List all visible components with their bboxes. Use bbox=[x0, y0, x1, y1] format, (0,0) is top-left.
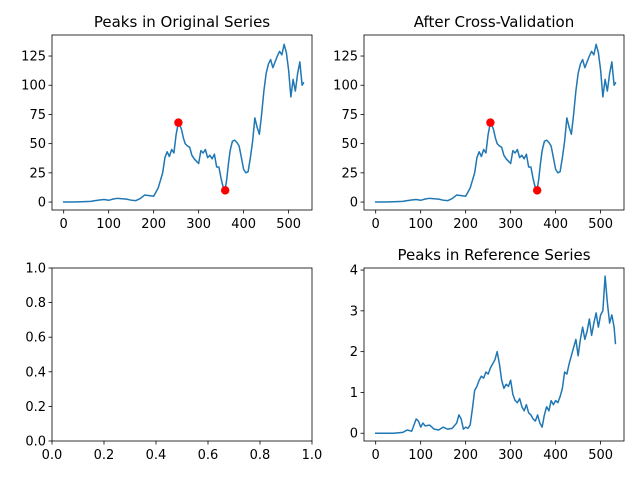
x-tick-label: 100 bbox=[96, 217, 121, 232]
chart-title: After Cross-Validation bbox=[414, 13, 575, 31]
x-tick-label: 0.6 bbox=[198, 448, 219, 463]
x-tick-label: 200 bbox=[453, 217, 478, 232]
x-tick-label: 1.0 bbox=[302, 448, 323, 463]
y-tick-label: 100 bbox=[21, 79, 46, 94]
series-line bbox=[374, 43, 617, 203]
chart-title: Peaks in Original Series bbox=[94, 13, 270, 31]
y-tick-label: 4 bbox=[350, 264, 358, 279]
y-tick-label: 0.6 bbox=[25, 331, 46, 346]
y-tick-label: 0.4 bbox=[25, 365, 46, 380]
x-tick-label: 0.2 bbox=[94, 448, 115, 463]
y-tick-label: 1 bbox=[350, 386, 358, 401]
x-tick-label: 0 bbox=[60, 217, 68, 232]
y-tick-label: 2 bbox=[350, 345, 358, 360]
y-tick-label: 50 bbox=[29, 137, 46, 152]
peak-marker bbox=[220, 186, 230, 195]
y-tick-label: 100 bbox=[333, 79, 358, 94]
y-tick-label: 0.8 bbox=[25, 296, 46, 311]
axes-frame bbox=[51, 34, 313, 211]
y-tick-label: 25 bbox=[341, 166, 358, 181]
y-tick-label: 0.0 bbox=[25, 435, 46, 450]
y-tick-label: 0 bbox=[350, 427, 358, 442]
y-tick-label: 75 bbox=[29, 108, 46, 123]
x-tick-label: 100 bbox=[408, 448, 433, 463]
y-tick-label: 125 bbox=[21, 50, 46, 65]
subplot-2: 0 100 200 300 400 500 0 25 50 75 100 125 After Cross… bbox=[333, 13, 625, 232]
x-tick-label: 300 bbox=[186, 217, 211, 232]
x-tick-label: 0 bbox=[372, 448, 380, 463]
y-tick-label: 50 bbox=[341, 137, 358, 152]
plot-area-2 bbox=[374, 43, 617, 203]
peak-marker bbox=[174, 118, 183, 127]
x-tick-label: 300 bbox=[498, 217, 523, 232]
x-tick-label: 0 bbox=[372, 217, 380, 232]
x-tick-label: 0.4 bbox=[146, 448, 167, 463]
axes-frame bbox=[363, 267, 625, 442]
y-tick-label: 25 bbox=[29, 166, 46, 181]
y-tick-label: 0 bbox=[38, 196, 46, 211]
plot-area-1 bbox=[62, 43, 305, 203]
x-tick-label: 0.0 bbox=[42, 448, 63, 463]
y-tick-label: 125 bbox=[333, 50, 358, 65]
peak-marker bbox=[486, 118, 495, 127]
series-line bbox=[374, 275, 617, 434]
y-tick-label: 1.0 bbox=[25, 262, 46, 277]
peak-marker bbox=[532, 186, 542, 195]
axes-frame bbox=[51, 267, 313, 442]
y-tick-label: 3 bbox=[350, 304, 358, 319]
axes-frame bbox=[363, 34, 625, 211]
x-tick-label: 200 bbox=[453, 448, 478, 463]
x-tick-label: 400 bbox=[231, 217, 256, 232]
y-tick-label: 0.2 bbox=[25, 400, 46, 415]
chart-title: Peaks in Reference Series bbox=[397, 246, 590, 264]
subplot-4: 0 100 200 300 400 500 0 1 2 3 4 Peaks in Reference … bbox=[350, 246, 625, 463]
y-tick-label: 75 bbox=[341, 108, 358, 123]
x-tick-label: 500 bbox=[276, 217, 301, 232]
x-tick-label: 400 bbox=[543, 217, 568, 232]
x-tick-label: 0.8 bbox=[250, 448, 271, 463]
x-tick-label: 500 bbox=[588, 217, 613, 232]
x-tick-label: 500 bbox=[588, 448, 613, 463]
x-tick-label: 400 bbox=[543, 448, 568, 463]
y-tick-label: 0 bbox=[350, 196, 358, 211]
plot-area-4 bbox=[374, 275, 617, 434]
x-tick-label: 300 bbox=[498, 448, 523, 463]
subplot-1: 0 100 200 300 400 500 0 25 50 75 100 125 Peaks in Or… bbox=[21, 13, 313, 232]
x-tick-label: 200 bbox=[141, 217, 166, 232]
series-line bbox=[62, 43, 305, 203]
x-tick-label: 100 bbox=[408, 217, 433, 232]
subplot-3: 0.0 0.2 0.4 0.6 0.8 1.0 0.0 0.2 0.4 0.6 0.8 1.0 bbox=[25, 262, 322, 464]
